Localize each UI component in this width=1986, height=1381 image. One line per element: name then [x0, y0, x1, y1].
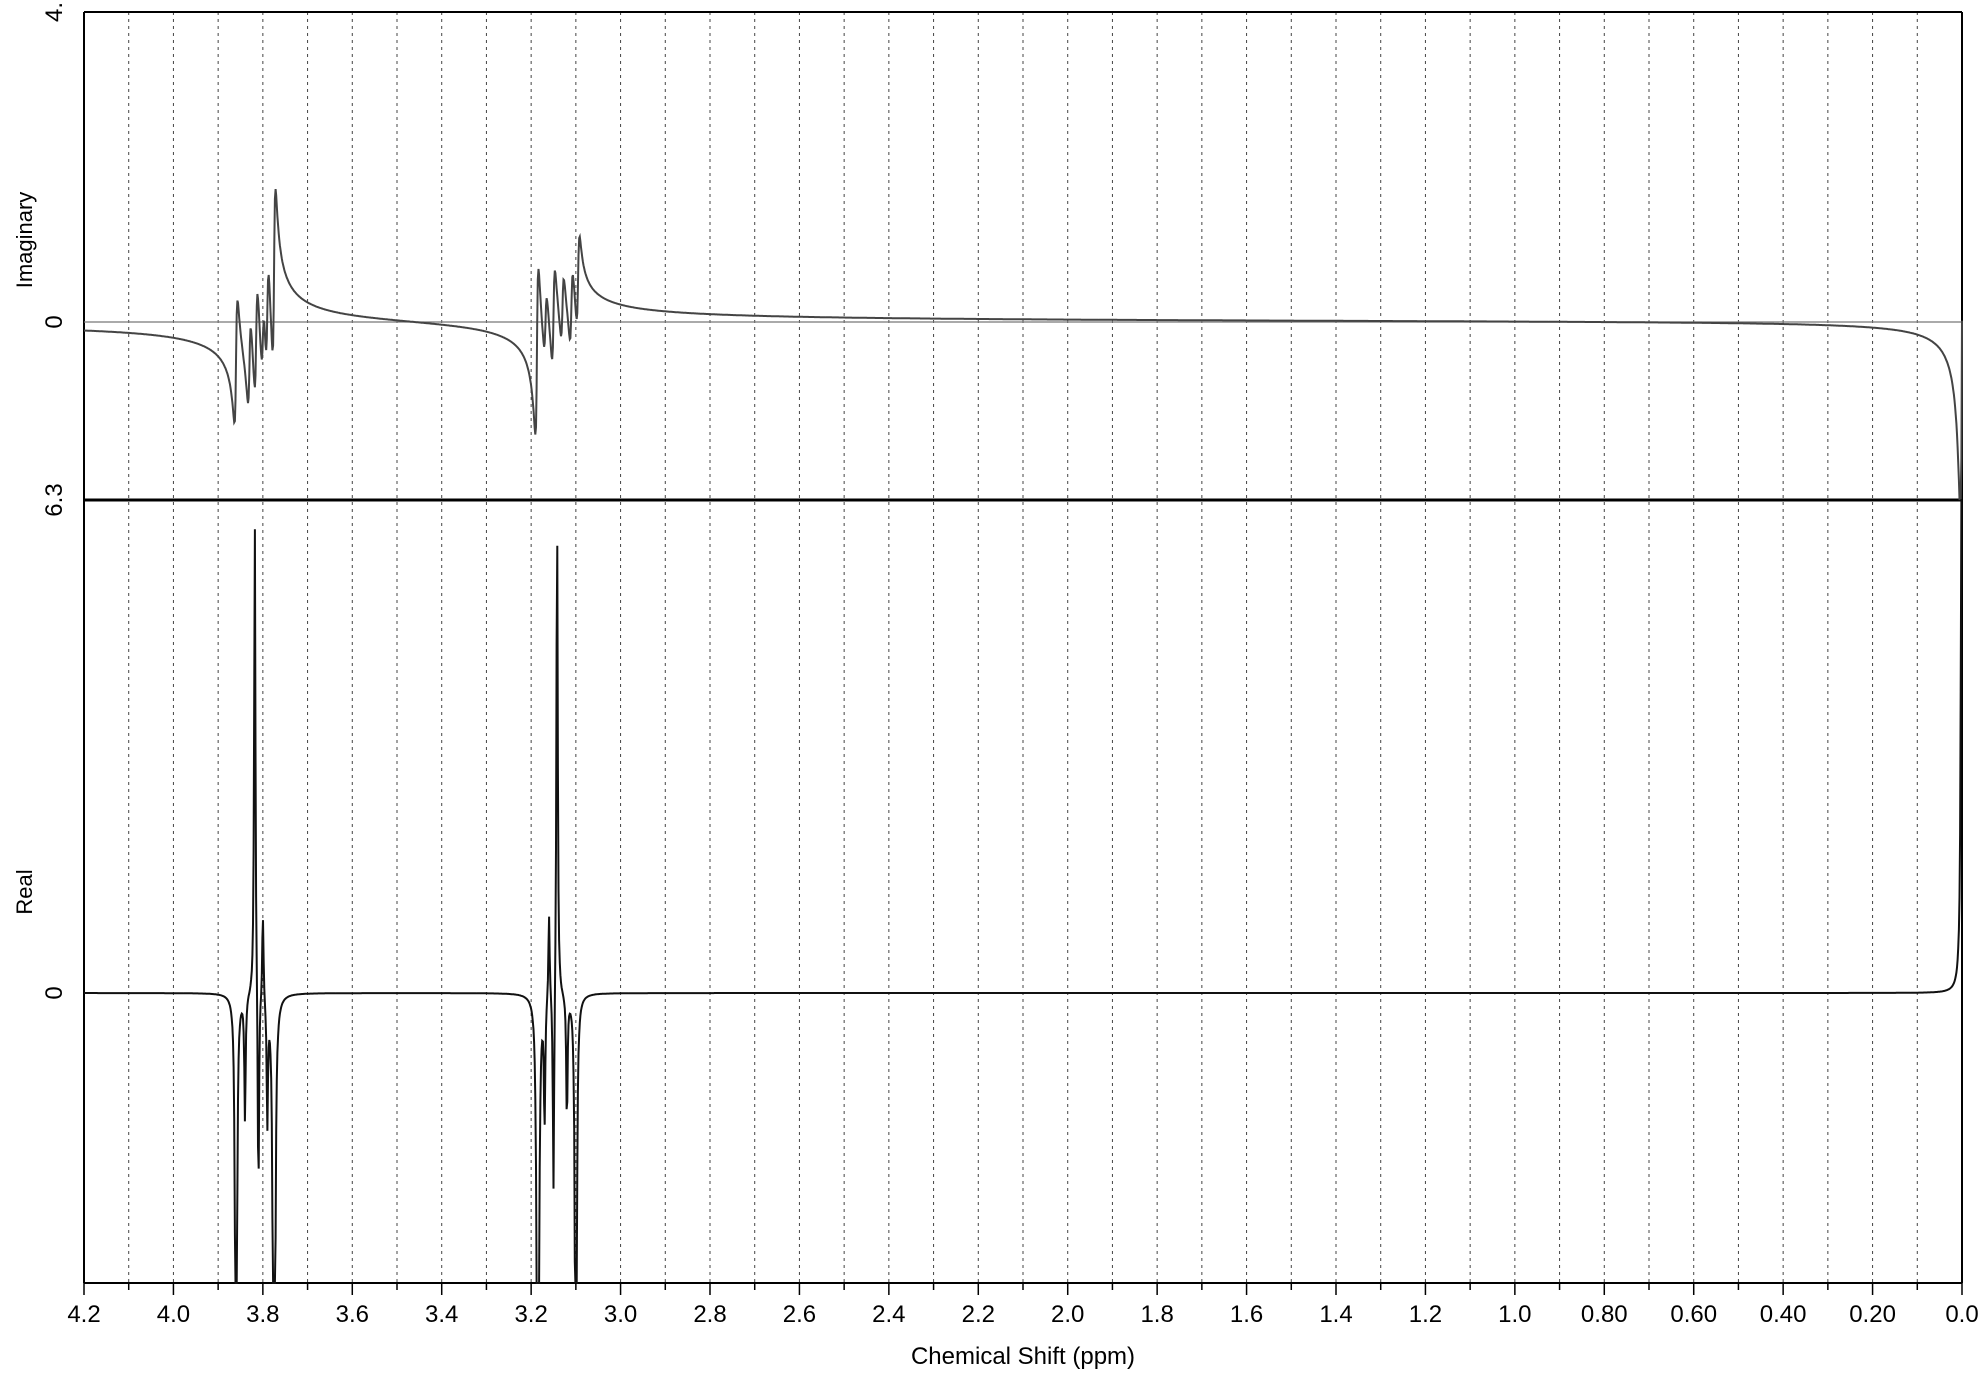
x-tick-label: 2.8	[693, 1301, 726, 1328]
x-tick-label: 0.40	[1760, 1301, 1807, 1328]
x-tick-label: 0.60	[1670, 1301, 1717, 1328]
x-tick-label: 0.0	[1945, 1301, 1978, 1328]
imaginary-ytick-top: 4.	[41, 2, 68, 22]
x-tick-label: 3.8	[246, 1301, 279, 1328]
x-axis-ticks: 4.2 4.0 3.8 3.6 3.4 3.2 3.0 2.8 2.6 2.4 2.2 2.0 1.8 1…	[67, 1283, 1979, 1328]
x-axis-label: Chemical Shift (ppm)	[911, 1343, 1135, 1370]
x-tick-label: 3.2	[514, 1301, 547, 1328]
x-tick-label: 0.20	[1849, 1301, 1896, 1328]
x-tick-label: 3.0	[604, 1301, 637, 1328]
real-ytick-zero: 0	[41, 986, 68, 999]
real-spectrum-line	[84, 499, 1963, 1284]
imaginary-ytick-zero: 0	[41, 315, 68, 328]
imaginary-ytick-bottom: 6.3	[41, 483, 68, 516]
x-tick-label: 3.6	[336, 1301, 369, 1328]
x-tick-label: 1.4	[1319, 1301, 1352, 1328]
x-tick-label: 4.2	[67, 1301, 100, 1328]
spectrum-curves	[84, 189, 1963, 1284]
x-tick-label: 2.4	[872, 1301, 905, 1328]
x-tick-label: 2.0	[1051, 1301, 1084, 1328]
x-tick-label: 3.4	[425, 1301, 458, 1328]
x-tick-label: 1.6	[1230, 1301, 1263, 1328]
x-tick-label: 4.0	[157, 1301, 190, 1328]
x-tick-label: 2.6	[783, 1301, 816, 1328]
x-tick-label: 1.0	[1498, 1301, 1531, 1328]
imaginary-panel-label: Imaginary	[12, 192, 37, 289]
grid-lines	[128, 12, 1918, 1283]
x-tick-label: 0.80	[1581, 1301, 1628, 1328]
real-panel-label: Real	[12, 869, 37, 914]
imaginary-spectrum-line	[84, 189, 1963, 501]
x-tick-label: 2.2	[962, 1301, 995, 1328]
x-tick-label: 1.2	[1409, 1301, 1442, 1328]
x-tick-label: 1.8	[1140, 1301, 1173, 1328]
